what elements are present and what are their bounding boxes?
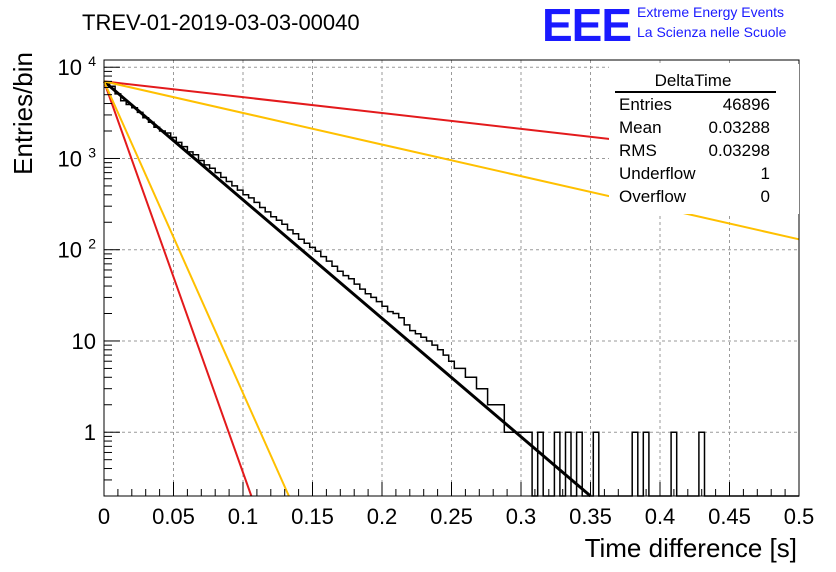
x-tick-label: 0.1 <box>228 504 259 529</box>
fit-line <box>103 80 290 497</box>
logo-tagline-2: La Scienza nelle Scuole <box>637 24 787 40</box>
fit-line <box>103 80 592 498</box>
stats-value: 0.03288 <box>709 118 770 137</box>
x-axis: 0 0.05 0.1 0.15 0.2 0.25 0.3 0.35 0.4 0.45 0.5 <box>98 482 814 529</box>
histogram-series <box>104 81 799 497</box>
x-tick-label: 0.3 <box>506 504 537 529</box>
y-tick-exponent: 3 <box>88 144 96 160</box>
chart-title: TREV-01-2019-03-03-00040 <box>82 10 360 35</box>
stats-key: Overflow <box>619 187 687 206</box>
y-tick-label: 10 <box>58 55 82 80</box>
fit-line <box>103 81 253 497</box>
x-tick-label: 0.25 <box>430 504 473 529</box>
x-tick-label: 0.05 <box>152 504 195 529</box>
y-tick-label: 10 <box>58 146 82 171</box>
y-axis: 1 10 10 2 10 3 10 4 <box>58 53 120 497</box>
stats-value: 0.03298 <box>709 141 770 160</box>
x-tick-label: 0.35 <box>569 504 612 529</box>
stats-background <box>609 64 799 214</box>
x-tick-label: 0.5 <box>784 504 815 529</box>
stats-key: Entries <box>619 95 672 114</box>
y-axis-label: Entries/bin <box>8 52 38 175</box>
y-tick-label: 10 <box>72 329 96 354</box>
stats-key: RMS <box>619 141 657 160</box>
stats-value: 46896 <box>723 95 770 114</box>
x-tick-label: 0.45 <box>708 504 751 529</box>
x-tick-label: 0 <box>98 504 110 529</box>
y-tick-exponent: 4 <box>88 53 96 69</box>
stats-value: 1 <box>761 164 770 183</box>
eee-logo: EEE <box>542 0 632 51</box>
logo-tagline-1: Extreme Energy Events <box>637 4 785 20</box>
x-tick-label: 0.4 <box>645 504 676 529</box>
histogram-outline <box>104 81 799 497</box>
stats-key: Mean <box>619 118 662 137</box>
y-tick-exponent: 2 <box>88 236 96 252</box>
stats-box: DeltaTime Entries 46896 Mean 0.03288 RMS… <box>609 64 799 214</box>
x-tick-label: 0.15 <box>291 504 334 529</box>
x-tick-label: 0.2 <box>367 504 398 529</box>
x-axis-label: Time difference [s] <box>585 533 797 563</box>
y-tick-label: 10 <box>58 238 82 263</box>
grid-lines <box>104 60 799 496</box>
stats-key: Underflow <box>619 164 696 183</box>
y-tick-label: 1 <box>84 420 96 445</box>
stats-value: 0 <box>761 187 770 206</box>
stats-name: DeltaTime <box>655 71 732 90</box>
